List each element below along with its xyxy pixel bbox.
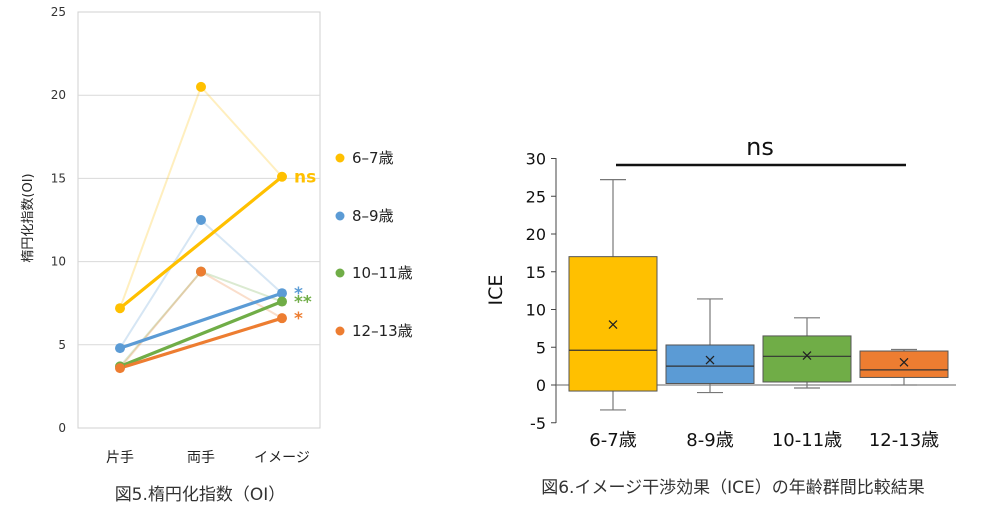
ice-y-tick-label: 0: [536, 376, 546, 395]
ice-box-group: [859, 348, 949, 386]
oi-legend-label: 12–13歳: [352, 322, 413, 340]
ice-y-tick-label: 5: [536, 338, 546, 357]
ice-x-category-label: 8-9歳: [686, 430, 733, 451]
oi-data-point: [277, 296, 287, 307]
ice-y-ticks: -5 0 5 10 15 20 25 30: [526, 150, 556, 433]
oi-x-categories: 片手 両手 イメージ: [106, 450, 310, 466]
oi-bold-lines: [118, 175, 284, 370]
ice-y-tick-label: 15: [526, 263, 546, 282]
oi-series-line: [118, 299, 284, 369]
oi-significance-mark: **: [294, 293, 312, 313]
ice-boxes: [568, 179, 949, 411]
oi-x-category-label: 片手: [106, 450, 134, 466]
ice-box-group: [762, 317, 852, 389]
oi-y-tick-label: 25: [51, 5, 66, 19]
oi-y-tick-label: 20: [51, 88, 66, 102]
ice-box: [859, 350, 949, 378]
oi-caption: 図5.楕円化指数（OI）: [115, 485, 286, 505]
oi-legend-marker: [335, 326, 345, 336]
oi-data-point: [196, 215, 206, 225]
ice-box: [762, 335, 852, 383]
oi-data-point: [277, 171, 287, 182]
oi-data-point: [277, 288, 287, 299]
ice-y-tick-label: 25: [526, 187, 546, 206]
oi-series-line: [118, 291, 284, 350]
oi-significance-mark: ns: [294, 168, 316, 188]
oi-data-point: [277, 313, 287, 324]
ice-box-group: [568, 179, 658, 411]
oi-y-tick-label: 5: [58, 338, 66, 352]
ice-x-categories: 6-7歳 8-9歳 10-11歳 12-13歳: [589, 430, 939, 451]
ice-y-tick-label: -5: [530, 414, 546, 433]
oi-y-ticks: 0 5 10 15 20 25: [51, 5, 66, 435]
oi-significance-marks: ns****: [294, 168, 316, 329]
oi-legend-marker: [335, 153, 345, 163]
oi-data-point: [115, 303, 125, 314]
oi-legend-label: 10–11歳: [352, 264, 413, 282]
ice-mean-marker: [899, 357, 909, 367]
ice-ns-label: ns: [746, 133, 774, 161]
ice-box-chart: -5 0 5 10 15 20 25 30 6-7歳 8-9歳 10-11歳 12-13歳 ns I…: [485, 133, 956, 498]
oi-y-tick-label: 0: [58, 421, 66, 435]
oi-significance-mark: *: [294, 309, 303, 329]
ice-x-category-label: 12-13歳: [869, 430, 939, 451]
oi-x-category-label: イメージ: [254, 450, 310, 466]
ice-mean-marker: [608, 320, 618, 330]
oi-x-category-label: 両手: [187, 450, 215, 466]
oi-data-point: [196, 81, 206, 92]
ice-y-tick-label: 20: [526, 225, 546, 244]
oi-y-axis-label: 楕円化指数(OI): [21, 173, 36, 262]
oi-y-tick-label: 10: [51, 255, 66, 269]
oi-plot-border: [77, 11, 321, 429]
oi-legend-label: 6–7歳: [352, 149, 394, 167]
oi-data-point: [115, 343, 125, 354]
ice-y-axis-label: ICE: [485, 275, 507, 306]
oi-legend-label: 8–9歳: [352, 207, 394, 225]
ice-x-category-label: 6-7歳: [589, 430, 636, 451]
oi-legend: 6–7歳 8–9歳 10–11歳 12–13歳: [335, 149, 413, 340]
oi-data-point: [196, 266, 206, 277]
oi-legend-marker: [335, 211, 345, 221]
oi-significance-mark: *: [294, 284, 303, 304]
oi-y-tick-label: 15: [51, 171, 66, 185]
ice-caption: 図6.イメージ干渉効果（ICE）の年齢群間比較結果: [541, 478, 925, 498]
oi-points: [115, 81, 287, 374]
ice-box: [665, 344, 755, 384]
ice-y-tick-label: 30: [526, 150, 546, 169]
ice-y-tick-label: 10: [526, 301, 546, 320]
ice-mean-marker: [802, 351, 812, 361]
oi-series-line: [118, 316, 284, 370]
oi-data-point: [115, 363, 125, 374]
ice-box-group: [665, 298, 755, 394]
ice-mean-marker: [705, 355, 715, 365]
ice-x-category-label: 10-11歳: [772, 430, 842, 451]
oi-legend-marker: [335, 268, 345, 278]
oi-series-line: [118, 175, 284, 310]
